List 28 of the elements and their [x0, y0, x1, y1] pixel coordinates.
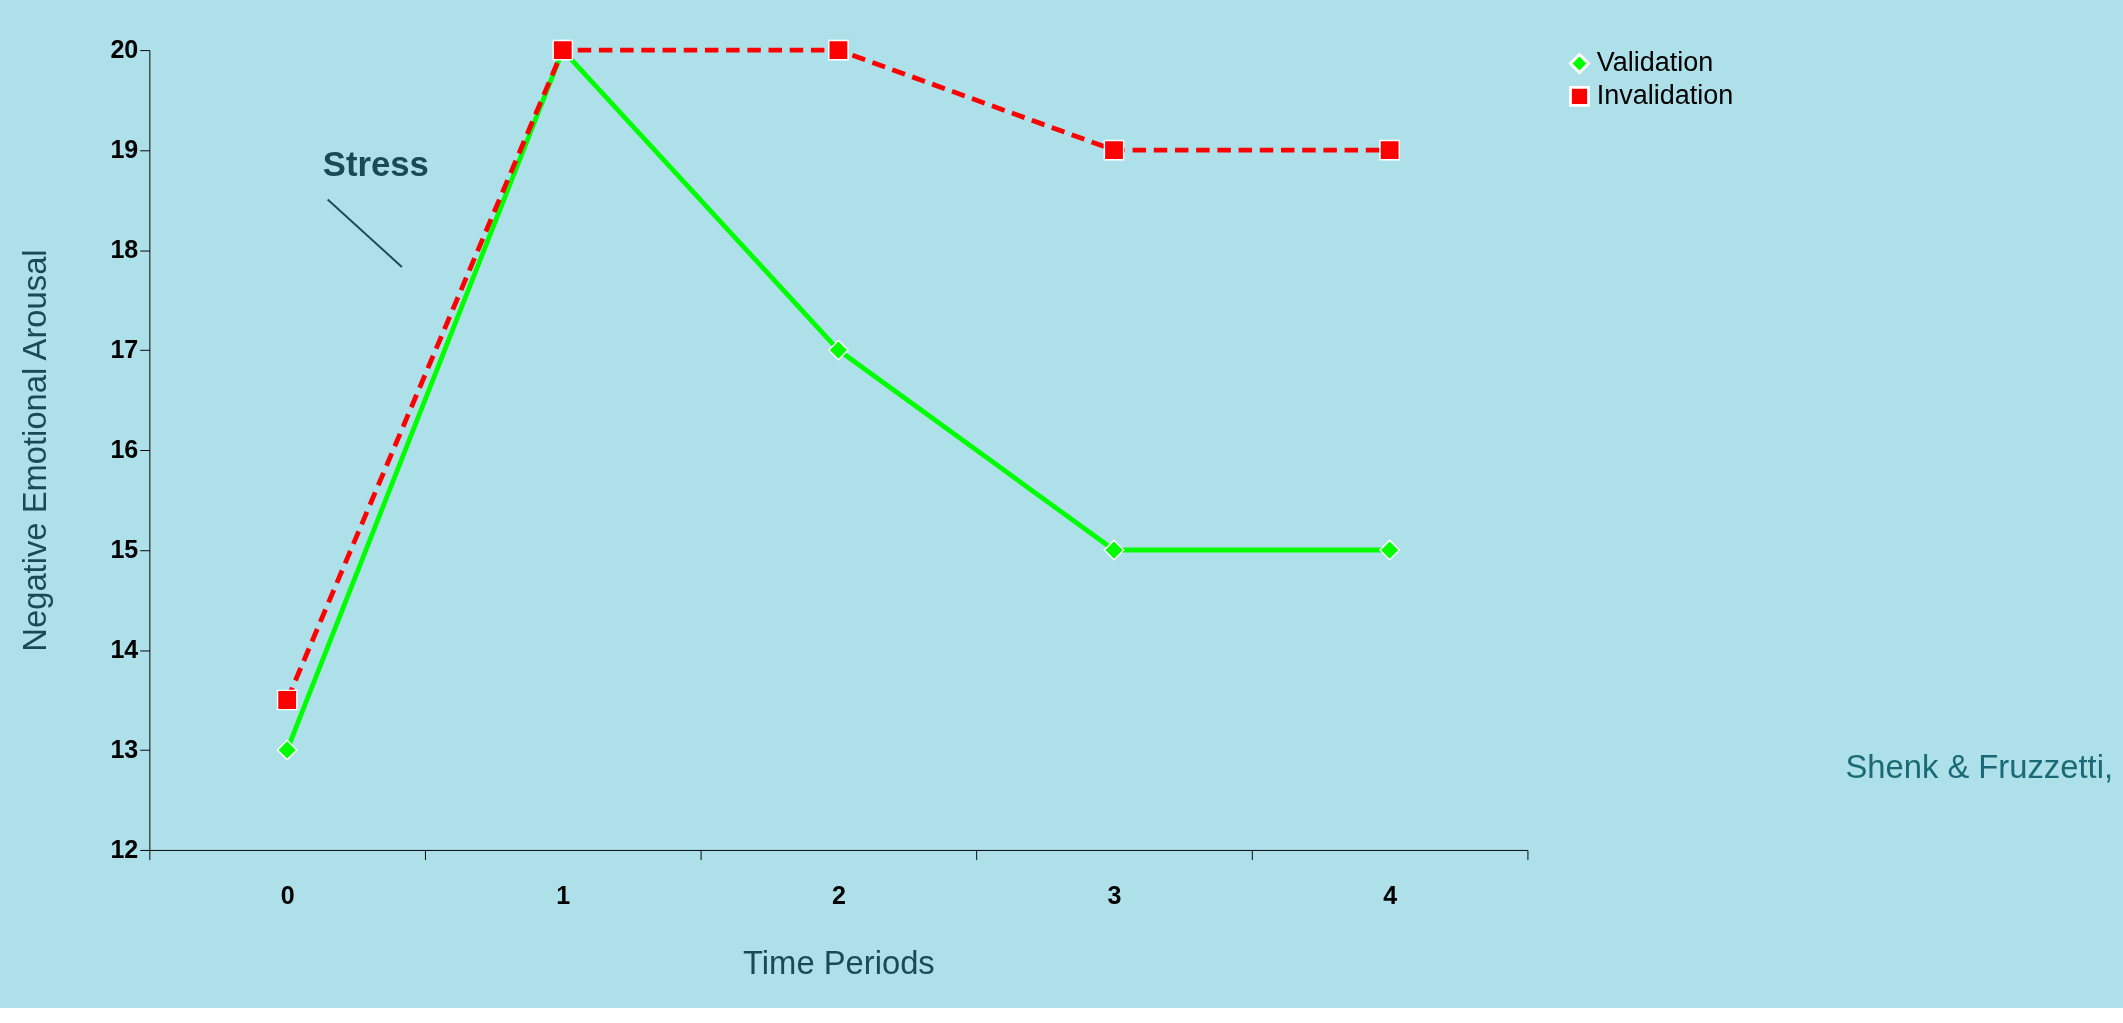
x-tick-label: 0: [280, 881, 295, 910]
point: [1103, 539, 1125, 561]
y-tick-label: 19: [110, 135, 139, 164]
point: [828, 339, 849, 361]
point: [276, 739, 298, 761]
x-tick-label: 2: [831, 881, 846, 910]
y-tick-label: 20: [110, 35, 139, 64]
point: [276, 689, 298, 711]
legend-label: Validation: [1596, 47, 1714, 78]
legend-label: Invalidation: [1596, 80, 1734, 111]
y-tick-label: 16: [110, 435, 139, 464]
y-tick-label: 18: [110, 235, 139, 264]
point: [1379, 139, 1400, 161]
y-tick-label: 17: [110, 335, 139, 364]
x-tick-label: 1: [556, 881, 571, 910]
x-tick-label: 4: [1383, 881, 1398, 910]
annotation: Stress: [322, 145, 429, 184]
y-tick-label: 14: [110, 635, 139, 664]
text: Shenk & Fruzzetti,: [1845, 747, 2114, 785]
y-tick-label: 13: [110, 735, 139, 764]
x-axis-title: Time Periods: [743, 943, 935, 981]
y-axis-title: Negative Emotional Arousal: [15, 249, 53, 652]
y-tick-label: 15: [110, 535, 139, 564]
point: [828, 39, 849, 61]
point: [1103, 139, 1125, 161]
x-tick-label: 3: [1107, 881, 1122, 910]
point: [1379, 539, 1400, 561]
y-tick-label: 12: [110, 835, 139, 864]
